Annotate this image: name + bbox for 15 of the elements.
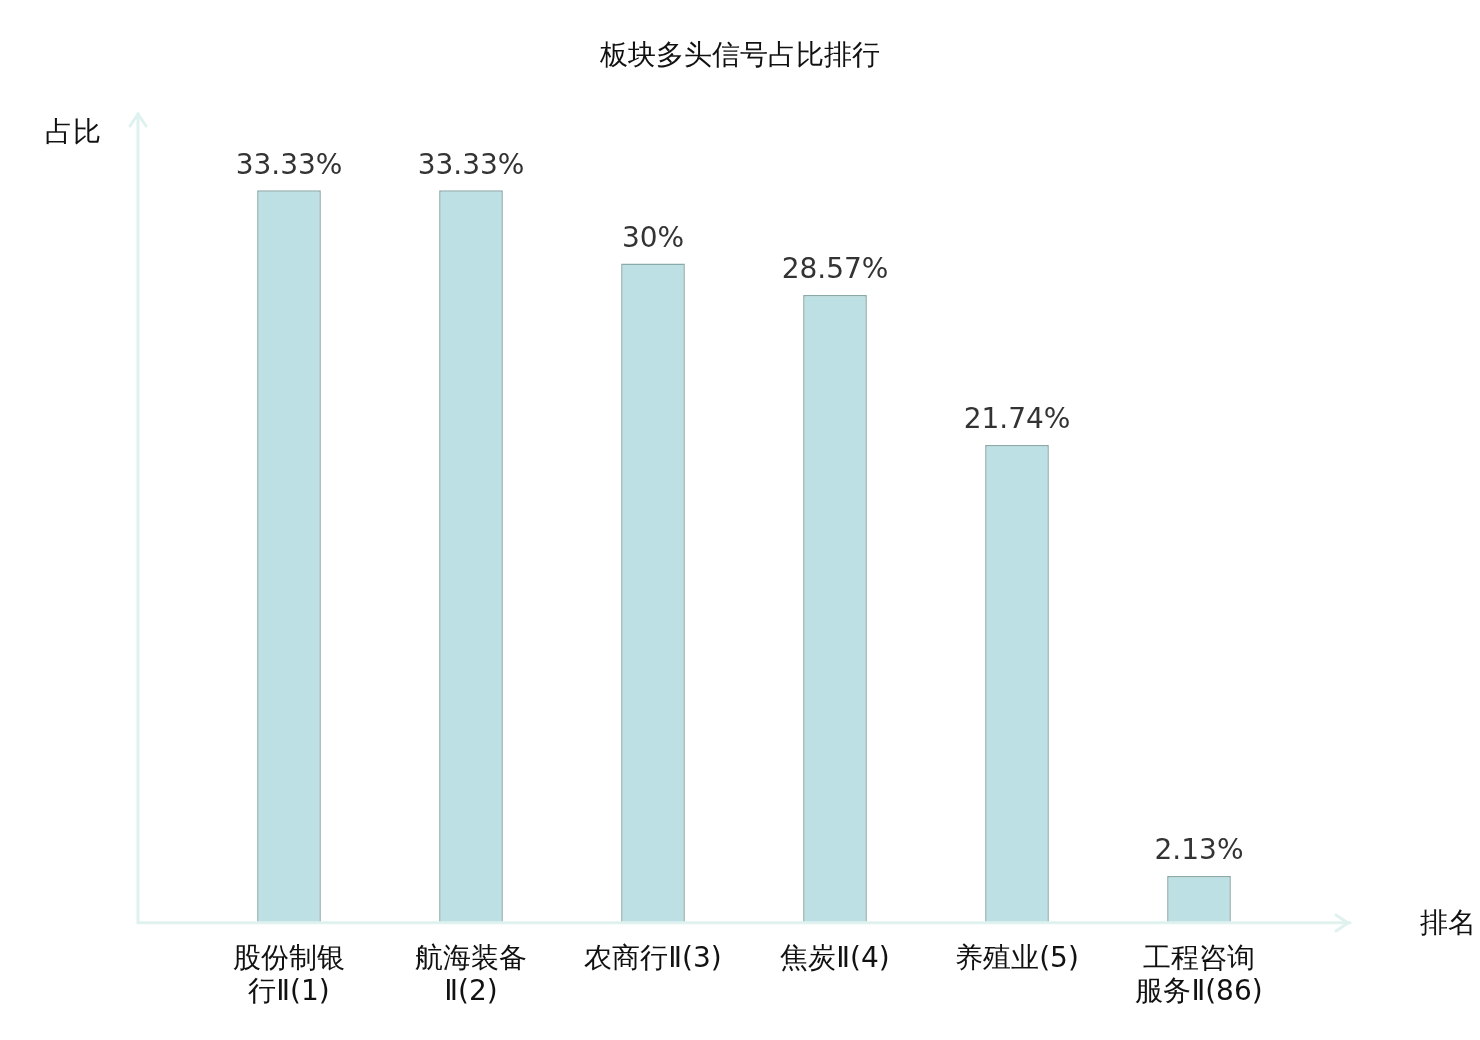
x-tick-label: 养殖业(5) <box>955 940 1079 974</box>
x-tick-label: 工程咨询服务Ⅱ(86) <box>1135 940 1263 1008</box>
x-axis-title: 排名 <box>1420 906 1476 940</box>
data-label: 33.33% <box>417 147 525 181</box>
data-label: 28.57% <box>781 252 889 286</box>
x-tick-label: 农商行Ⅱ(3) <box>584 940 722 974</box>
x-tick-label: 股份制银行Ⅱ(1) <box>233 940 345 1008</box>
y-axis-title: 占比 <box>45 114 101 148</box>
x-tick-label: 航海装备Ⅱ(2) <box>415 940 527 1008</box>
chart-title: 板块多头信号占比排行 <box>599 38 880 72</box>
data-label: 21.74% <box>963 402 1071 436</box>
data-label: 30% <box>621 220 685 254</box>
x-tick-label: 焦炭Ⅱ(4) <box>780 940 890 974</box>
data-label: 2.13% <box>1154 833 1244 867</box>
data-label: 33.33% <box>235 147 343 181</box>
